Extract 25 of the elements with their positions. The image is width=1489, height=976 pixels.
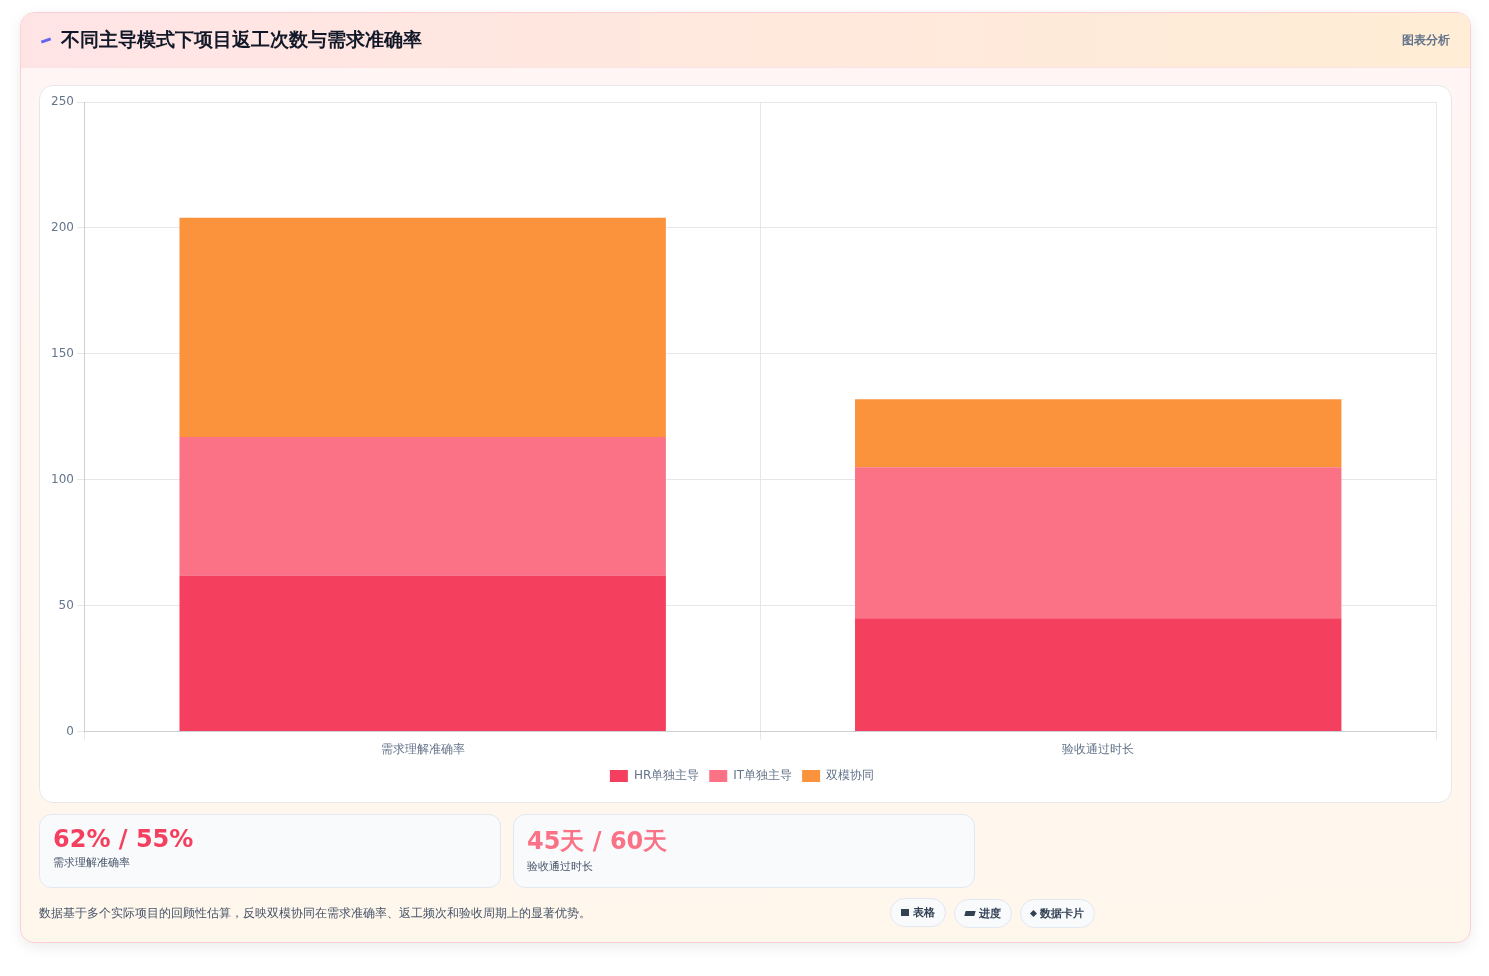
legend-label: HR单独主导	[633, 768, 700, 783]
bar	[855, 618, 1342, 732]
chart-title: 不同主导模式下项目返工次数与需求准确率	[61, 27, 422, 52]
bar	[179, 436, 666, 576]
text: 图表分析	[1402, 31, 1450, 49]
y-tick-label: 50	[58, 597, 74, 612]
text: 进度	[954, 899, 1012, 928]
text: 45天 / 60天	[527, 826, 669, 857]
text: 表格	[890, 898, 946, 927]
y-tick-label: 200	[51, 220, 74, 235]
bar	[855, 399, 1342, 468]
y-tick-label: 250	[51, 94, 74, 109]
bar	[179, 575, 666, 732]
text: 数据卡片	[1020, 899, 1095, 928]
bar	[855, 467, 1342, 619]
legend-label: 双模协同	[826, 768, 875, 783]
legend-label: IT单独主导	[733, 768, 793, 783]
text: 需求理解准确率	[53, 855, 131, 870]
text: 数据基于多个实际项目的回顾性估算，反映双模协同在需求准确率、返工频次和验收周期上的显著优势。	[39, 904, 591, 922]
text: 验收通过时长	[527, 859, 594, 874]
text: 62% / 55%	[53, 825, 195, 853]
y-tick-label: 150	[51, 345, 74, 360]
bar	[179, 217, 666, 437]
y-tick-label: 0	[66, 723, 74, 738]
y-tick-label: 100	[51, 471, 74, 486]
